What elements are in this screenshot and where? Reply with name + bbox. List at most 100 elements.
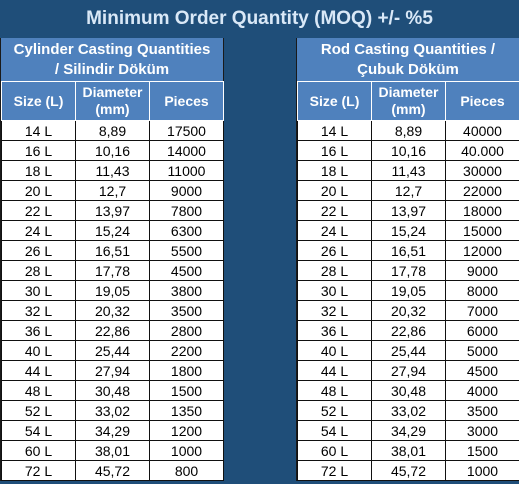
size-header: Size (L)	[297, 81, 372, 121]
diameter-cell: 22,86	[371, 320, 446, 341]
diameter-cell: 30,48	[371, 380, 446, 401]
size-cell: 14 L	[297, 120, 372, 141]
diameter-cell: 38,01	[75, 440, 150, 461]
table-row: 48 L 30,48 1500	[1, 380, 224, 401]
cylinder-casting-title: Cylinder Casting Quantities / Silindir D…	[1, 38, 223, 81]
rod-casting-table: Size (L) Diameter (mm) Pieces 14 L 8,89 40…	[297, 81, 519, 481]
size-cell: 18 L	[297, 160, 372, 181]
size-cell: 72 L	[297, 460, 372, 481]
pieces-cell: 9000	[445, 260, 519, 281]
size-cell: 20 L	[297, 180, 372, 201]
diameter-cell: 27,94	[75, 360, 150, 381]
size-cell: 22 L	[297, 200, 372, 221]
table-row: 20 L 12,7 22000	[297, 180, 519, 201]
diameter-cell: 27,94	[371, 360, 446, 381]
table-row: 40 L 25,44 2200	[1, 340, 224, 361]
table-row: 52 L 33,02 3500	[297, 400, 519, 421]
table-row: 44 L 27,94 1800	[1, 360, 224, 381]
pieces-cell: 1800	[149, 360, 224, 381]
size-header: Size (L)	[1, 81, 76, 121]
pieces-cell: 2200	[149, 340, 224, 361]
size-cell: 30 L	[297, 280, 372, 301]
pieces-cell: 30000	[445, 160, 519, 181]
pieces-cell: 1350	[149, 400, 224, 421]
diameter-cell: 45,72	[75, 460, 150, 481]
pieces-cell: 4000	[445, 380, 519, 401]
size-cell: 28 L	[297, 260, 372, 281]
table-row: 72 L 45,72 800	[1, 460, 224, 481]
pieces-cell: 14000	[149, 140, 224, 161]
table-header-row: Size (L) Diameter (mm) Pieces	[1, 81, 224, 121]
diameter-cell: 8,89	[371, 120, 446, 141]
size-cell: 52 L	[297, 400, 372, 421]
diameter-cell: 25,44	[75, 340, 150, 361]
diameter-cell: 12,7	[371, 180, 446, 201]
table-row: 28 L 17,78 9000	[297, 260, 519, 281]
pieces-cell: 6000	[445, 320, 519, 341]
pieces-cell: 3000	[445, 420, 519, 441]
diameter-cell: 22,86	[75, 320, 150, 341]
pieces-cell: 4500	[445, 360, 519, 381]
pieces-cell: 800	[149, 460, 224, 481]
diameter-cell: 11,43	[371, 160, 446, 181]
pieces-cell: 1500	[445, 440, 519, 461]
size-cell: 16 L	[1, 140, 76, 161]
pieces-cell: 6300	[149, 220, 224, 241]
diameter-cell: 20,32	[75, 300, 150, 321]
pieces-header: Pieces	[445, 81, 519, 121]
table-row: 36 L 22,86 2800	[1, 320, 224, 341]
size-cell: 44 L	[1, 360, 76, 381]
size-cell: 18 L	[1, 160, 76, 181]
size-cell: 54 L	[297, 420, 372, 441]
table-row: 44 L 27,94 4500	[297, 360, 519, 381]
pieces-cell: 7000	[445, 300, 519, 321]
pieces-cell: 17500	[149, 120, 224, 141]
diameter-cell: 16,51	[75, 240, 150, 261]
diameter-cell: 13,97	[371, 200, 446, 221]
diameter-cell: 33,02	[371, 400, 446, 421]
table-row: 24 L 15,24 6300	[1, 220, 224, 241]
pieces-cell: 9000	[149, 180, 224, 201]
table-row: 26 L 16,51 12000	[297, 240, 519, 261]
diameter-cell: 11,43	[75, 160, 150, 181]
size-cell: 30 L	[1, 280, 76, 301]
size-cell: 44 L	[297, 360, 372, 381]
pieces-cell: 7800	[149, 200, 224, 221]
size-cell: 48 L	[1, 380, 76, 401]
diameter-cell: 38,01	[371, 440, 446, 461]
table-row: 72 L 45,72 1000	[297, 460, 519, 481]
table-row: 54 L 34,29 3000	[297, 420, 519, 441]
size-cell: 72 L	[1, 460, 76, 481]
size-cell: 28 L	[1, 260, 76, 281]
size-cell: 26 L	[1, 240, 76, 261]
size-cell: 16 L	[297, 140, 372, 161]
diameter-cell: 34,29	[75, 420, 150, 441]
size-cell: 36 L	[1, 320, 76, 341]
table-row: 14 L 8,89 17500	[1, 120, 224, 141]
diameter-cell: 34,29	[371, 420, 446, 441]
diameter-cell: 15,24	[371, 220, 446, 241]
rod-casting-title: Rod Casting Quantities / Çubuk Döküm	[297, 38, 519, 81]
table-row: 48 L 30,48 4000	[297, 380, 519, 401]
pieces-cell: 4500	[149, 260, 224, 281]
diameter-header: Diameter (mm)	[75, 81, 150, 121]
pieces-header: Pieces	[149, 81, 224, 121]
table-row: 28 L 17,78 4500	[1, 260, 224, 281]
rod-casting-block: Rod Casting Quantities / Çubuk Döküm Siz…	[296, 38, 519, 481]
pieces-cell: 11000	[149, 160, 224, 181]
size-cell: 52 L	[1, 400, 76, 421]
table-row: 40 L 25,44 5000	[297, 340, 519, 361]
size-cell: 24 L	[1, 220, 76, 241]
table-row: 16 L 10,16 14000	[1, 140, 224, 161]
table-row: 18 L 11,43 11000	[1, 160, 224, 181]
pieces-cell: 3500	[149, 300, 224, 321]
table-header-row: Size (L) Diameter (mm) Pieces	[297, 81, 519, 121]
cylinder-casting-block: Cylinder Casting Quantities / Silindir D…	[0, 38, 224, 481]
pieces-cell: 3500	[445, 400, 519, 421]
table-row: 30 L 19,05 3800	[1, 280, 224, 301]
pieces-cell: 15000	[445, 220, 519, 241]
table-row: 60 L 38,01 1000	[1, 440, 224, 461]
pieces-cell: 5000	[445, 340, 519, 361]
pieces-cell: 1500	[149, 380, 224, 401]
